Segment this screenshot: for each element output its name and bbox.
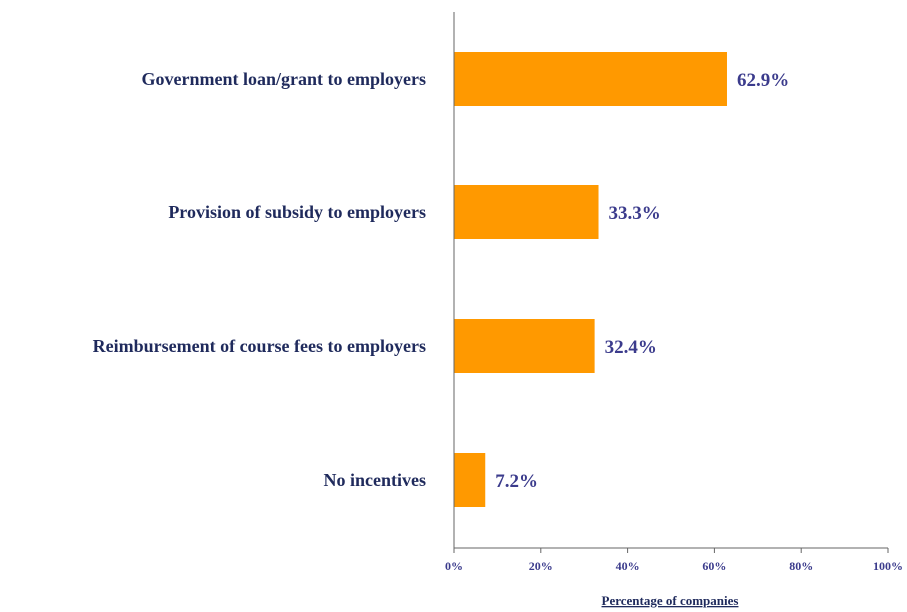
data-label: 7.2% <box>495 471 538 492</box>
bar <box>454 185 599 239</box>
x-tick-label: 100% <box>873 559 903 573</box>
bar <box>454 52 727 106</box>
bar <box>454 453 486 507</box>
labels-group: Government loan/grant to employers 62.9% P… <box>93 69 903 573</box>
data-label: 32.4% <box>605 337 657 358</box>
bar <box>454 319 595 373</box>
category-label: Government loan/grant to employers <box>142 69 426 89</box>
x-tick-label: 40% <box>616 559 640 573</box>
x-tick-label: 0% <box>445 559 463 573</box>
x-tick-label: 60% <box>702 559 726 573</box>
x-axis-title: Percentage of companies <box>602 593 739 608</box>
category-label: Provision of subsidy to employers <box>168 202 426 222</box>
category-label: Reimbursement of course fees to employer… <box>93 336 426 356</box>
category-label: No incentives <box>324 470 427 490</box>
data-label: 62.9% <box>737 70 789 91</box>
x-tick-label: 80% <box>789 559 813 573</box>
data-label: 33.3% <box>609 203 661 224</box>
axes-group <box>453 12 889 553</box>
bars-group <box>454 52 727 507</box>
x-tick-label: 20% <box>529 559 553 573</box>
